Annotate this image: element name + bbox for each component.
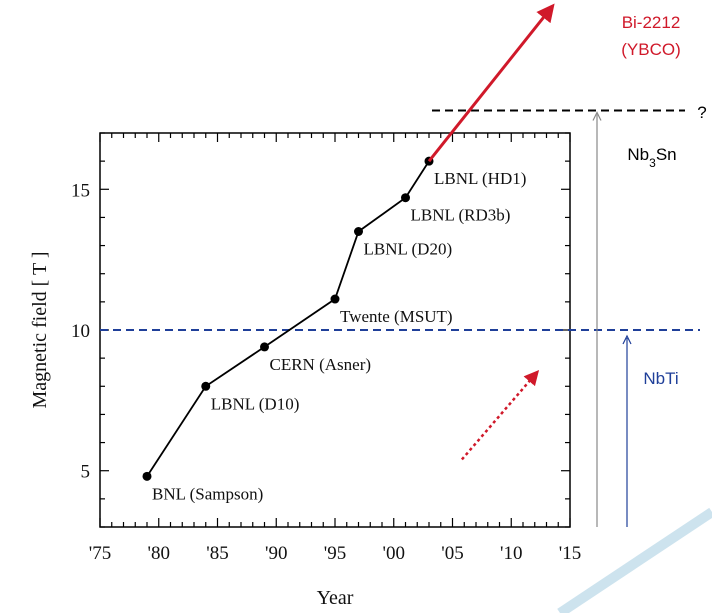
data-point-label: LBNL (HD1) [434, 169, 526, 188]
y-tick-label: 5 [81, 462, 91, 483]
data-point-label: Twente (MSUT) [340, 307, 453, 326]
nb3sn-label-base: Nb [627, 145, 649, 164]
y-tick-label: 15 [71, 180, 90, 201]
y-axis-tick-labels: 5 10 15 [71, 180, 90, 482]
data-point-label: LBNL (D10) [211, 394, 300, 413]
data-point-label: LBNL (D20) [364, 240, 453, 259]
nb3sn-label-sub: 3 [649, 156, 656, 170]
data-point [354, 227, 363, 236]
x-axis-tick-labels: '75 '80 '85 '90 '95 '00 '05 '10 '15 [89, 543, 581, 564]
y-tick-label: 10 [71, 321, 90, 342]
x-tick-label: '05 [441, 543, 463, 564]
decorative-swoosh [557, 507, 712, 613]
x-tick-label: '80 [148, 543, 170, 564]
nb3sn-label: Nb3Sn [627, 145, 676, 170]
x-tick-label: '10 [500, 543, 522, 564]
data-point-label: CERN (Asner) [270, 355, 372, 374]
nb3sn-label-tail: Sn [656, 145, 677, 164]
data-point [142, 471, 152, 481]
x-tick-label: '15 [559, 543, 581, 564]
nb3sn-range-arrowhead [592, 111, 602, 121]
limit-lines [100, 109, 700, 527]
nb3sn-question-mark: ? [697, 103, 706, 122]
x-tick-label: '85 [206, 543, 228, 564]
data-point [330, 294, 340, 304]
data-point [260, 342, 269, 352]
x-tick-label: '75 [89, 543, 111, 564]
y-axis-title: Magnetic field [ T ] [29, 252, 51, 409]
bi2212-arrow [427, 3, 555, 163]
data-points [142, 156, 434, 481]
x-axis-title: Year [317, 587, 354, 609]
data-point [401, 193, 410, 203]
x-tick-label: '00 [383, 543, 405, 564]
bi-label-line1: Bi-2212 [622, 13, 681, 32]
data-point [201, 381, 211, 391]
data-point-label: BNL (Sampson) [152, 484, 263, 503]
x-tick-label: '90 [265, 543, 287, 564]
trend-arrows [427, 3, 555, 461]
data-point-label: LBNL (RD3b) [411, 206, 511, 225]
x-axis-ticks [99, 133, 571, 527]
nbti-label: NbTi [643, 369, 678, 388]
nbti-range-arrowhead [622, 334, 632, 345]
trend-dotted-arrow [460, 369, 540, 461]
bi-label-line2: (YBCO) [621, 40, 681, 59]
x-tick-label: '95 [324, 543, 346, 564]
data-point-labels: BNL (Sampson) LBNL (D10) CERN (Asner) Twent… [152, 169, 526, 503]
